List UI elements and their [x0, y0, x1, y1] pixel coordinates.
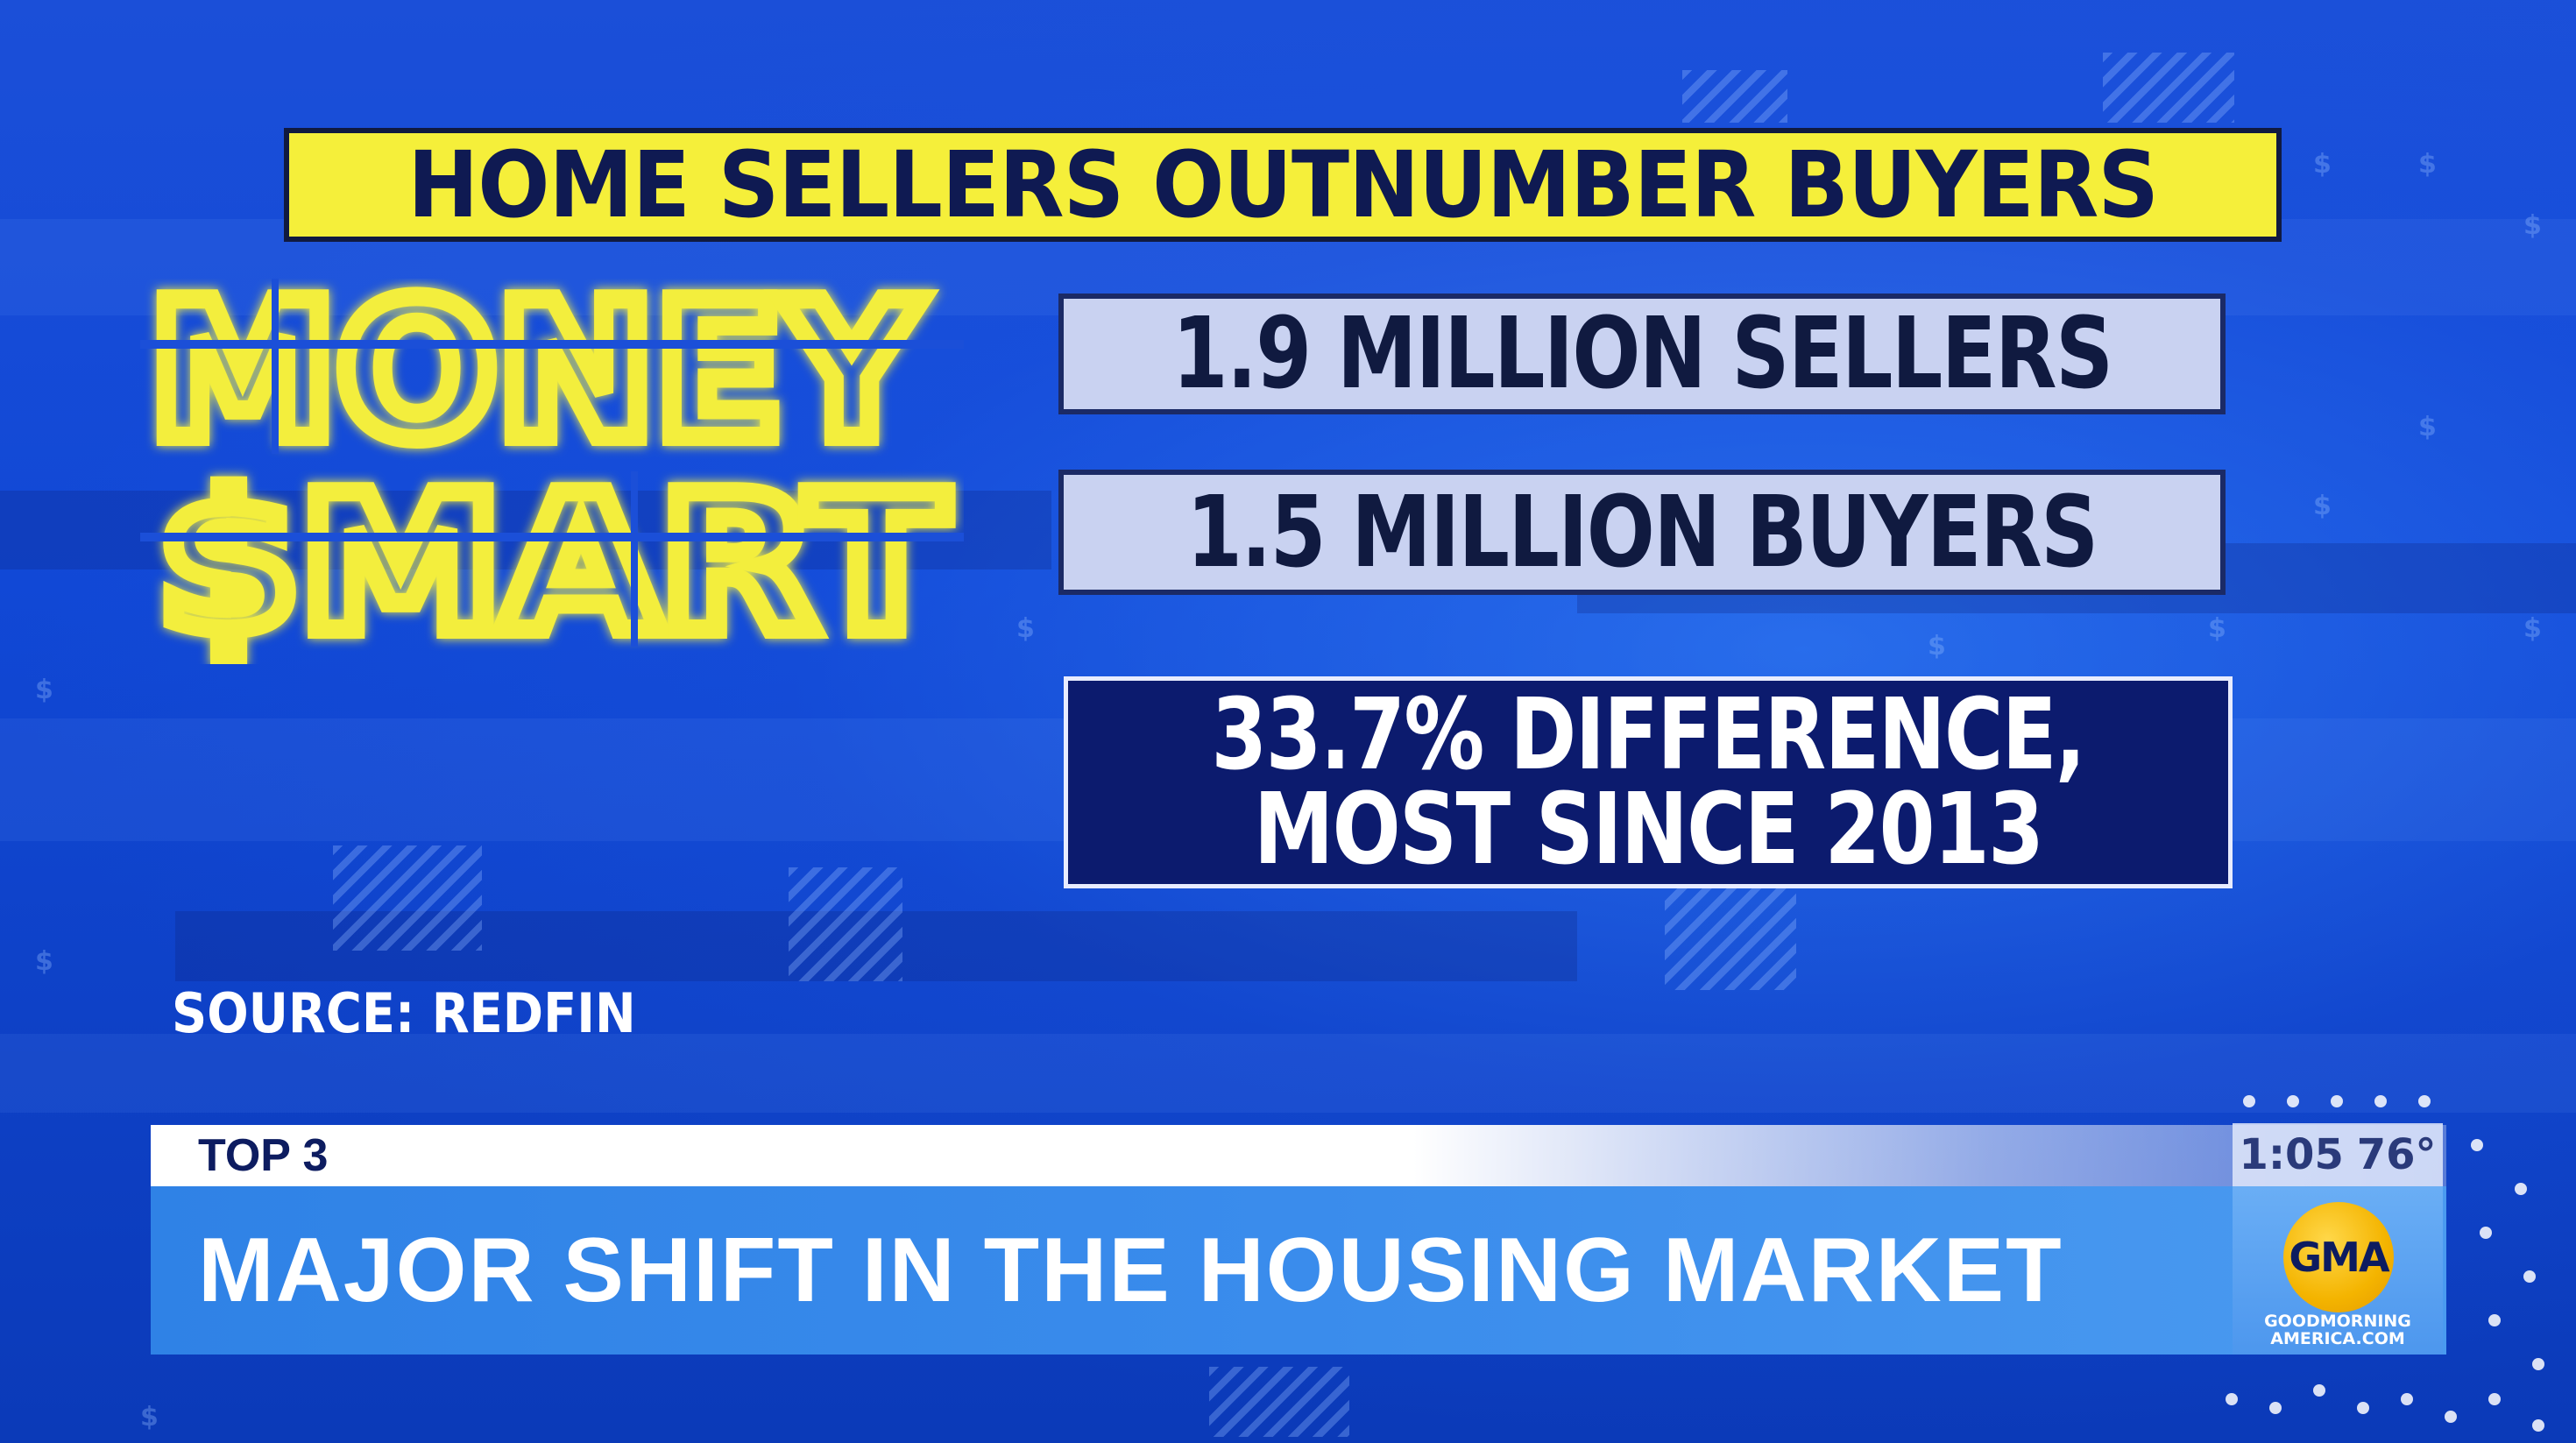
decor-dot: [2488, 1314, 2501, 1326]
clock-time: 1:05: [2239, 1130, 2344, 1179]
decor-dot: [2226, 1393, 2238, 1405]
dollar-sign-icon: $: [2313, 149, 2332, 180]
decor-dot: [2269, 1402, 2282, 1414]
bg-hatch: [1682, 70, 1787, 123]
decor-dot: [2523, 1270, 2536, 1283]
dollar-sign-icon: $: [2418, 412, 2437, 442]
dollar-sign-icon: $: [2523, 210, 2542, 241]
gma-logo-text: GMA: [2289, 1234, 2389, 1281]
network-url-line1: GOODMORNING: [2264, 1312, 2411, 1331]
decor-dot: [2480, 1227, 2492, 1239]
dollar-sign-icon: $: [35, 675, 53, 705]
decor-dot: [2243, 1095, 2255, 1107]
svg-text:MONEY: MONEY: [149, 279, 922, 481]
difference-stat-line2: MOST SINCE 2013: [1253, 773, 2044, 887]
buyers-stat-box: 1.5 MILLION BUYERS: [1058, 470, 2226, 595]
time-temperature-box: 1:05 76°: [2233, 1123, 2443, 1186]
dollar-sign-icon: $: [2418, 149, 2437, 180]
lower-third-headline-bar: [151, 1186, 2446, 1355]
bg-hatch: [2103, 53, 2234, 123]
dollar-sign-icon: $: [2523, 613, 2542, 644]
dollar-sign-icon: $: [2208, 613, 2226, 644]
decor-dot: [2532, 1358, 2544, 1370]
network-url-line2: AMERICA.COM: [2270, 1329, 2405, 1348]
network-url: GOODMORNING AMERICA.COM: [2243, 1312, 2432, 1348]
decor-dot: [2401, 1393, 2413, 1405]
decor-dot: [2445, 1411, 2457, 1423]
difference-stat-box: 33.7% DIFFERENCE, MOST SINCE 2013: [1064, 676, 2233, 888]
dollar-sign-icon: $: [140, 1402, 159, 1432]
svg-text:$MART: $MART: [158, 454, 946, 664]
headline-title: HOME SELLERS OUTNUMBER BUYERS: [407, 131, 2159, 238]
dollar-sign-icon: $: [1928, 631, 1946, 661]
dollar-sign-icon: $: [1016, 613, 1035, 644]
decor-dot: [2357, 1402, 2369, 1414]
decor-dot: [2418, 1095, 2431, 1107]
money-smart-logo: MONEY $MART: [140, 279, 964, 664]
buyers-stat-text: 1.5 MILLION BUYERS: [1186, 475, 2098, 590]
temperature: 76°: [2356, 1130, 2437, 1179]
lower-third-label: TOP 3: [198, 1130, 329, 1181]
bg-band: [0, 1034, 2576, 1113]
decor-dot: [2488, 1393, 2501, 1405]
bg-hatch: [333, 845, 482, 951]
decor-dot: [2515, 1183, 2527, 1195]
bg-band: [0, 491, 1051, 569]
headline-banner: HOME SELLERS OUTNUMBER BUYERS: [284, 128, 2282, 242]
bg-hatch: [1665, 876, 1796, 990]
decor-dot: [2532, 1419, 2544, 1432]
decor-dot: [2287, 1095, 2299, 1107]
decor-dot: [2331, 1095, 2343, 1107]
sellers-stat-box: 1.9 MILLION SELLERS: [1058, 294, 2226, 414]
lower-third-label-bar: [151, 1125, 2446, 1186]
decor-dot: [2471, 1139, 2483, 1151]
decor-dot: [2374, 1095, 2387, 1107]
source-credit: SOURCE: REDFIN: [172, 981, 636, 1045]
bg-hatch: [789, 867, 902, 981]
lower-third-headline: MAJOR SHIFT IN THE HOUSING MARKET: [198, 1219, 2063, 1321]
gma-logo: GMA: [2283, 1202, 2394, 1312]
dollar-sign-icon: $: [2313, 491, 2332, 521]
bg-hatch: [1209, 1367, 1349, 1437]
decor-dot: [2313, 1384, 2325, 1397]
bg-band: [175, 911, 1577, 981]
difference-stat-line1: 33.7% DIFFERENCE,: [1211, 678, 2086, 792]
dollar-sign-icon: $: [35, 946, 53, 977]
sellers-stat-text: 1.9 MILLION SELLERS: [1171, 297, 2113, 411]
